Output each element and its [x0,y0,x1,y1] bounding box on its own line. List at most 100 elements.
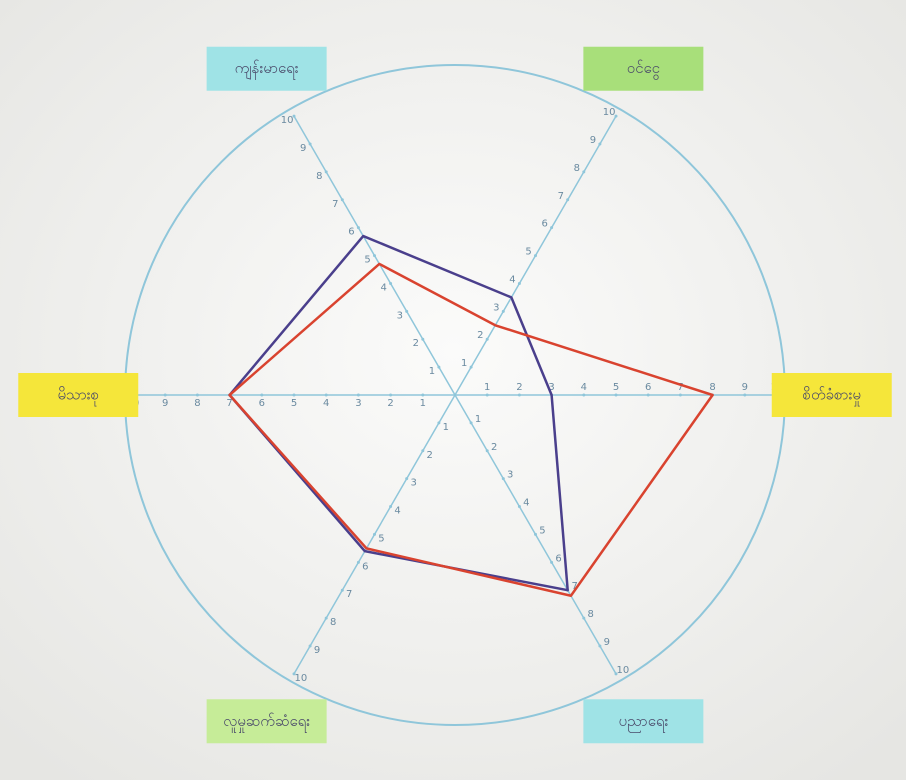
tick-mark [356,226,360,230]
tick-mark [614,114,618,118]
tick-mark [340,588,344,592]
tick-label: 4 [380,282,386,293]
tick-label: 6 [348,227,354,238]
tick-mark [469,365,473,369]
tick-mark [356,560,360,564]
tick-mark [292,114,296,118]
label-note [583,46,704,91]
tick-mark [501,309,505,313]
tick-mark [421,393,425,397]
tick-label: 7 [677,382,683,393]
tick-mark [292,393,296,397]
tick-label: 7 [332,199,338,210]
tick-mark [469,421,473,425]
tick-mark [598,644,602,648]
tick-mark [485,337,489,341]
tick-mark [389,393,393,397]
tick-label: 5 [291,398,297,409]
tick-label: 4 [323,398,329,409]
tick-mark [373,532,376,536]
tick-mark [324,616,328,620]
tick-mark [501,477,505,481]
tick-mark [421,337,425,341]
tick-mark [260,393,264,397]
tick-label: 3 [493,302,499,313]
tick-label: 6 [362,561,368,572]
label-note [583,699,704,744]
tick-mark [517,505,521,509]
tick-label: 7 [558,191,564,202]
tick-label: 10 [295,673,308,684]
tick-label: 8 [574,163,580,174]
tick-label: 10 [603,107,616,118]
tick-mark [324,393,328,397]
tick-label: 4 [509,274,515,285]
tick-label: 3 [548,382,554,393]
tick-mark [437,421,441,425]
tick-label: 2 [516,382,522,393]
tick-label: 1 [484,382,490,393]
tick-label: 9 [742,382,748,393]
tick-mark [534,254,537,258]
tick-label: 5 [525,247,531,258]
tick-label: 8 [709,382,715,393]
tick-label: 5 [539,525,545,536]
tick-label: 3 [410,478,416,489]
tick-label: 3 [355,398,361,409]
tick-label: 5 [613,382,619,393]
tick-mark [389,505,393,509]
tick-mark [614,672,618,676]
tick-label: 5 [378,533,384,544]
tick-mark [485,449,489,453]
tick-mark [340,198,344,202]
tick-label: 10 [281,115,294,126]
tick-label: 6 [645,382,651,393]
tick-label: 3 [507,470,513,481]
tick-mark [195,393,199,397]
tick-mark [550,560,554,564]
tick-mark [421,449,425,453]
tick-mark [582,393,586,397]
tick-mark [582,170,586,174]
axis-label: ပညာရေး [618,712,668,733]
tick-label: 1 [461,358,467,369]
tick-label: 6 [259,398,265,409]
tick-mark [437,365,441,369]
tick-label: 6 [541,219,547,230]
tick-label: 1 [443,422,449,433]
tick-mark [324,170,328,174]
tick-mark [646,393,650,397]
label-note [771,373,892,417]
tick-mark [485,393,489,397]
tick-label: 3 [397,310,403,321]
axis-label: မိသားစု [58,386,99,407]
tick-label: 7 [226,398,232,409]
tick-label: 4 [523,498,529,509]
tick-label: 2 [387,398,393,409]
tick-label: 5 [364,255,370,266]
tick-mark [405,477,409,481]
label-note [206,46,327,91]
tick-mark [373,254,376,258]
tick-mark [743,393,747,397]
tick-label: 4 [581,382,587,393]
tick-label: 8 [316,171,322,182]
tick-mark [534,532,537,536]
tick-label: 1 [429,366,435,377]
tick-mark [405,309,409,313]
tick-label: 8 [588,609,594,620]
tick-label: 9 [300,143,306,154]
label-note [206,699,327,744]
tick-mark [163,393,167,397]
tick-label: 2 [491,442,497,453]
label-note [18,373,139,417]
tick-label: 1 [475,414,481,425]
tick-mark [389,281,393,285]
tick-label: 2 [427,450,433,461]
tick-label: 4 [394,506,400,517]
axis-label: ဝင်ငွေ [627,59,660,80]
tick-label: 8 [330,617,336,628]
axis-label: ကျန်းမာရေး [235,59,299,80]
